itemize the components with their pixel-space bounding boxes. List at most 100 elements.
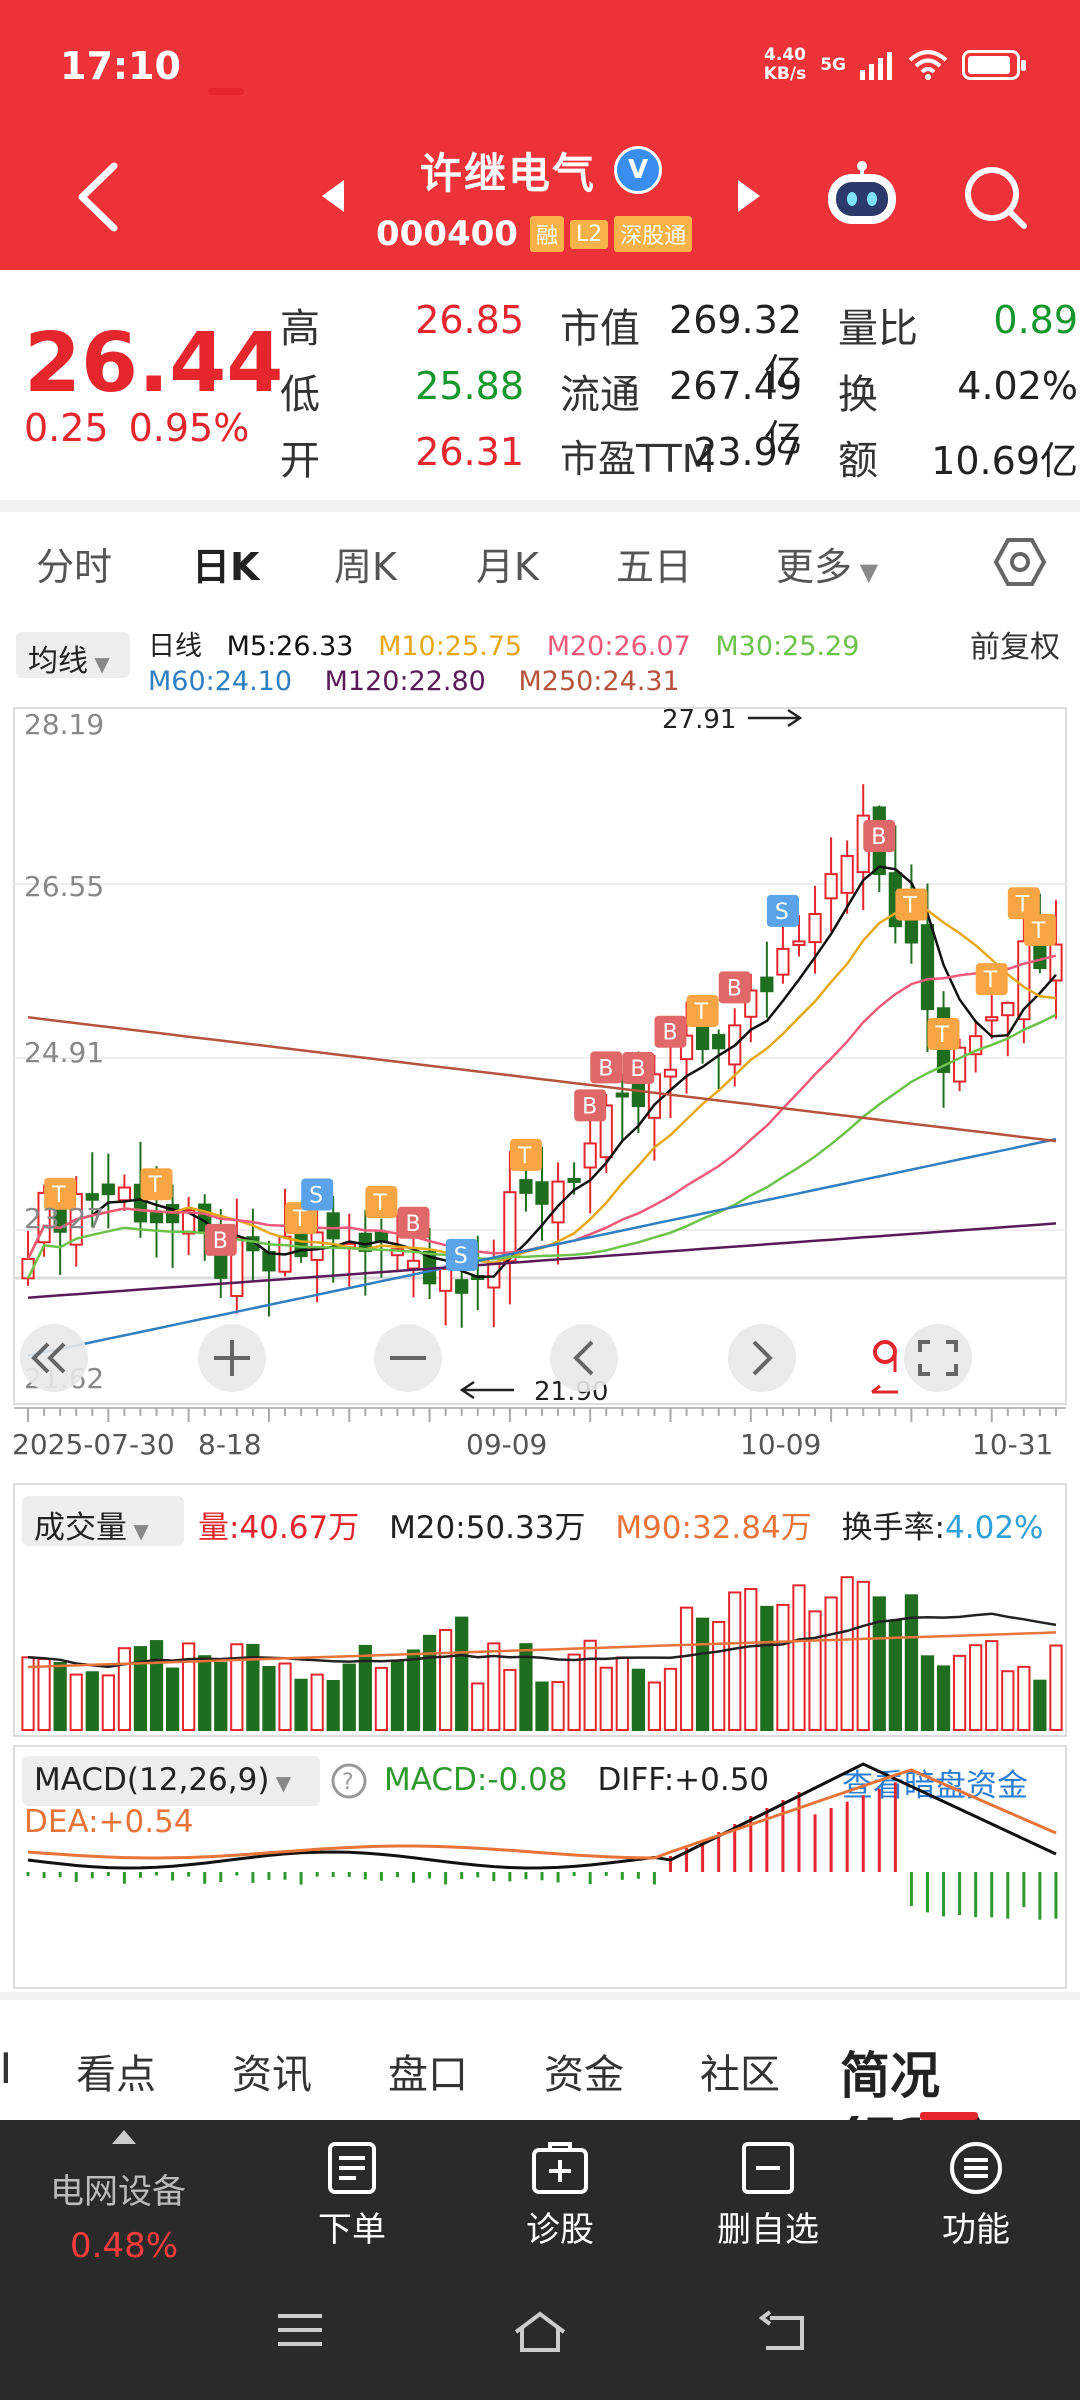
candle-body <box>920 924 935 1011</box>
prev-stock-icon[interactable] <box>318 178 348 214</box>
volume-bar <box>358 1644 372 1731</box>
robot-assistant-icon[interactable] <box>824 160 900 226</box>
volume-bar <box>294 1678 308 1731</box>
settings-hex-icon[interactable] <box>994 536 1046 588</box>
info-tab-orderbook[interactable]: 盘口 <box>388 2052 468 2098</box>
help-icon[interactable]: ? <box>330 1762 368 1800</box>
volume-bar <box>85 1671 99 1732</box>
value-turnover: 4.02% <box>957 364 1078 408</box>
trade-marker-B <box>654 1015 687 1048</box>
value-float-cap: 267.49亿 <box>669 364 802 461</box>
scroll-left-button[interactable] <box>550 1324 618 1392</box>
volume-m20: M20:50.33万 <box>389 1510 586 1546</box>
scroll-right-button[interactable] <box>728 1324 796 1392</box>
date-tick-3: 09-09 <box>466 1428 547 1461</box>
chart-tool-icon[interactable] <box>871 1340 898 1394</box>
caret-up-icon <box>112 2130 136 2144</box>
info-tab-funds[interactable]: 资金 <box>544 2052 624 2098</box>
volume-bar <box>856 1580 870 1732</box>
volume-indicator-select[interactable]: 成交量 ▼ <box>22 1496 184 1546</box>
volume-chart <box>13 1483 1067 1737</box>
date-tick-2: 8-18 <box>198 1428 262 1461</box>
order-button[interactable]: 下单 <box>272 2140 432 2251</box>
dea-value: DEA:+0.54 <box>24 1804 194 1840</box>
tab-monthly-k[interactable]: 月K <box>476 545 539 589</box>
sector-change: 0.48% <box>70 2226 179 2266</box>
macd-indicator-select[interactable]: MACD(12,26,9) ▼ <box>22 1756 320 1806</box>
trade-marker-T <box>509 1138 542 1171</box>
trade-marker-letter: B <box>727 976 742 1001</box>
candle-body <box>326 1212 340 1240</box>
candle-body <box>952 1046 967 1083</box>
value-volume-ratio: 0.89 <box>993 298 1078 342</box>
volume-bar <box>679 1606 694 1731</box>
volume-bar <box>904 1594 919 1731</box>
tab-intraday[interactable]: 分时 <box>36 545 113 589</box>
trade-marker-B <box>204 1223 237 1256</box>
volume-bar <box>101 1674 115 1731</box>
diagnose-button[interactable]: 诊股 <box>480 2140 640 2251</box>
system-home-icon[interactable] <box>510 2310 570 2354</box>
zoom-in-button[interactable] <box>198 1324 266 1392</box>
function-button[interactable]: 功能 <box>896 2140 1056 2251</box>
status-icons: 4.40 KB/s 5G <box>764 46 1026 84</box>
remove-watchlist-button[interactable]: 删自选 <box>688 2140 848 2251</box>
volume-bar <box>728 1591 742 1732</box>
volume-bar <box>342 1663 356 1731</box>
sector-name[interactable]: 电网设备 <box>50 2172 186 2212</box>
volume-bar <box>310 1673 324 1731</box>
price-change: 0.25 0.95% <box>24 406 250 450</box>
ma5-line <box>26 865 1057 1279</box>
trade-marker-letter: T <box>292 1207 307 1232</box>
diagnose-icon <box>532 2142 588 2194</box>
status-time: 17:10 <box>60 44 181 88</box>
volume-bar <box>21 1656 35 1732</box>
value-amount: 10.69亿 <box>931 439 1078 483</box>
macd-value: MACD:-0.08 <box>384 1762 568 1798</box>
tag-margin: 融 <box>529 216 564 252</box>
candle-body <box>133 1183 148 1223</box>
trade-marker-letter: T <box>1031 919 1046 944</box>
candle-body <box>230 1236 244 1297</box>
tab-weekly-k[interactable]: 周K <box>334 545 397 589</box>
zoom-out-button[interactable] <box>374 1324 442 1392</box>
search-icon[interactable] <box>962 164 1028 230</box>
volume-bar <box>551 1681 565 1731</box>
turnover-label: 换手率: <box>841 1510 946 1546</box>
collapse-chart-button[interactable] <box>20 1324 88 1392</box>
back-icon[interactable] <box>70 160 124 234</box>
info-tab-community[interactable]: 社区 <box>700 2052 780 2098</box>
candle-body <box>583 1142 597 1169</box>
trade-marker-letter: B <box>213 1229 228 1254</box>
tab-more[interactable]: 更多 ▼ <box>776 545 879 589</box>
candle-body <box>695 1024 710 1051</box>
system-back-icon[interactable] <box>756 2310 808 2354</box>
ma60-label: M60:24.10 <box>148 666 293 697</box>
trade-marker-letter: S <box>775 900 789 925</box>
volume-bar <box>631 1668 645 1731</box>
tab-five-day[interactable]: 五日 <box>616 545 693 589</box>
trade-marker-letter: B <box>871 825 886 850</box>
header-bar: 17:10 4.40 KB/s 5G 许继电气 V 000400 融 L2 深股通 <box>0 0 1080 270</box>
ma-legend-row-2: M60:24.10 M120:22.80 M250:24.31 <box>148 666 680 697</box>
quote-panel <box>0 270 1080 500</box>
trade-marker-letter: T <box>902 894 917 919</box>
candle-body <box>792 940 806 946</box>
svg-text:?: ? <box>342 1770 354 1795</box>
candle-body <box>647 1073 662 1119</box>
tab-daily-k[interactable]: 日K <box>192 545 260 589</box>
indicator-mode-select[interactable]: 均线 ▼ <box>16 632 130 679</box>
candle-body <box>663 1068 678 1078</box>
ma10-label: M10:25.75 <box>378 631 523 662</box>
ma30-line <box>26 1013 1057 1279</box>
fullscreen-icon[interactable] <box>904 1324 972 1392</box>
system-menu-icon[interactable] <box>274 2310 326 2350</box>
price-adjust-select[interactable]: 前复权 <box>970 630 1060 665</box>
menu-circle-icon <box>950 2142 1002 2194</box>
info-tab-news[interactable]: 资讯 <box>232 2052 312 2098</box>
trade-marker-B <box>590 1051 623 1084</box>
next-stock-icon[interactable] <box>734 178 764 214</box>
ma-legend-row-1: 日线 M5:26.33 M10:25.75 M20:26.07 M30:25.2… <box>148 624 859 663</box>
info-tab-highlights[interactable]: 看点 <box>76 2052 156 2098</box>
